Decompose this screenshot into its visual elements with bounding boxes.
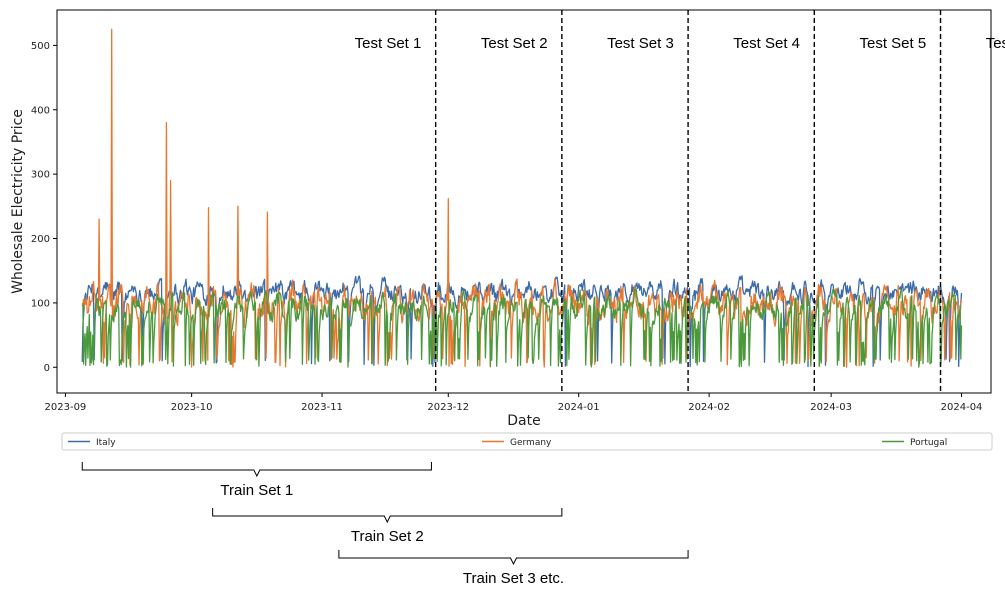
y-axis-label: Wholesale Electricity Price [10,109,26,294]
legend-frame [61,432,993,451]
test-set-labels: Test Set 1 Test Set 2 Test Set 3 Test Set 4… [355,35,1005,52]
train-set-label-1: Train Set 1 [220,482,293,499]
plot-frame [56,9,992,394]
x-tick-label: 2024-03 [810,402,852,413]
x-tick-label: 2023-11 [301,402,343,413]
x-tick-label: 2023-09 [45,402,87,413]
test-set-label-3: Test Set 3 [607,35,674,52]
test-set-label-5: Test Set 5 [860,35,927,52]
train-set-brace-3 [338,550,689,566]
train-set-brace-2 [212,508,563,524]
test-set-label-4: Test Set 4 [733,35,800,52]
y-tick-label: 300 [31,170,50,181]
y-axis: 0 100 200 300 400 500 [31,41,57,374]
x-tick-label: 2024-01 [558,402,600,413]
x-tick-label: 2023-10 [171,402,213,413]
y-tick-label: 500 [31,41,50,52]
x-axis: 2023-09 2023-10 2023-11 2023-12 2024-01 2024-… [45,393,983,413]
y-tick-label: 200 [31,234,50,245]
test-set-label-1: Test Set 1 [355,35,422,52]
x-tick-label: 2024-04 [941,402,983,413]
legend: Italy Germany Portugal [61,432,993,451]
legend-label-germany: Germany [510,438,552,448]
test-set-label-6: Test Set 6 [986,35,1005,52]
y-tick-label: 0 [44,363,50,374]
legend-label-portugal: Portugal [910,438,947,448]
x-tick-label: 2024-02 [688,402,730,413]
test-set-label-2: Test Set 2 [481,35,548,52]
train-set-label-3: Train Set 3 etc. [463,570,564,587]
train-set-brace-1 [81,462,432,478]
train-set-label-2: Train Set 2 [351,528,424,545]
plot-lines [81,28,963,368]
x-axis-label: Date [507,413,540,429]
y-tick-label: 100 [31,298,50,309]
y-tick-label: 400 [31,105,50,116]
x-tick-label: 2023-12 [427,402,469,413]
legend-label-italy: Italy [96,438,116,448]
train-sets: Train Set 1 Train Set 2 Train Set 3 etc. [81,462,689,587]
series-line-germany [81,28,963,368]
series-line-portugal [81,288,963,368]
